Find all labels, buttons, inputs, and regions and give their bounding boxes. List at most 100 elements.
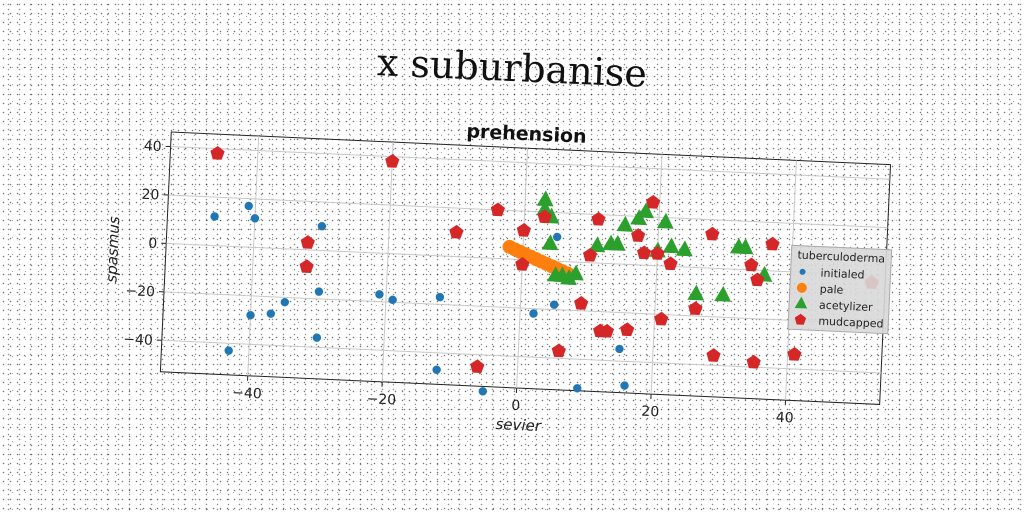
mudcapped-point <box>663 256 678 271</box>
acetylizer-point <box>662 237 680 254</box>
acetylizer-point <box>656 212 674 229</box>
y-tick-label: −40 <box>123 332 153 349</box>
initialed-point <box>246 311 255 320</box>
acetylizer-point <box>637 202 655 219</box>
initialed-point <box>549 300 559 309</box>
mudcapped-point <box>636 245 652 260</box>
initialed-point <box>312 333 322 342</box>
y-gridline <box>163 291 884 326</box>
initialed-point <box>266 309 275 318</box>
chart-title: prehension <box>466 120 587 147</box>
acetylizer-point <box>536 200 554 217</box>
y-gridline <box>170 146 890 180</box>
mudcapped-point <box>210 146 225 160</box>
mudcapped-point <box>765 236 780 251</box>
initialed-point <box>435 292 445 302</box>
mudcapped-point <box>746 354 761 369</box>
initialed-point <box>478 387 488 396</box>
legend-title: tuberculoderma <box>797 249 885 266</box>
mudcapped-point <box>705 226 720 241</box>
acetylizer-point <box>714 285 732 302</box>
x-gridline <box>381 142 394 382</box>
mudcapped-point <box>470 359 485 374</box>
mudcapped-point <box>490 202 506 217</box>
legend-marker-mudcapped <box>794 313 807 325</box>
mudcapped-point <box>551 343 566 358</box>
acetylizer-point <box>616 215 634 232</box>
axis-ticks: −40 −20 0 20 40 −40 −20 0 20 40 <box>123 138 794 427</box>
mudcapped-point <box>706 348 721 362</box>
acetylizer-point <box>560 269 577 286</box>
scatter-chart: prehension −40 −20 0 20 40 −40 −20 0 20 40 sevier… <box>102 120 893 435</box>
mudcapped-point <box>449 224 464 239</box>
mudcapped-point <box>599 323 615 338</box>
initialed-point <box>573 384 582 393</box>
mudcapped-point <box>300 235 315 249</box>
legend-label-initialed: initialed <box>820 267 865 282</box>
initialed-point <box>210 212 219 221</box>
figure-suptitle: x suburbanise <box>376 40 648 96</box>
mudcapped-point <box>688 301 703 315</box>
x-gridline <box>650 154 663 395</box>
mudcapped-point <box>574 296 589 310</box>
initialed-point <box>317 222 327 231</box>
initialed-point <box>432 365 441 374</box>
legend-marker-acetylizer <box>794 296 808 309</box>
y-tick-label: 20 <box>141 187 160 204</box>
mudcapped-point <box>744 257 759 272</box>
mudcapped-point <box>591 211 606 226</box>
mudcapped-point <box>385 153 400 168</box>
legend-marker-pale <box>796 282 807 293</box>
mudcapped-point <box>654 311 669 326</box>
acetylizer-point <box>541 234 559 251</box>
x-axis-label: sevier <box>495 415 542 435</box>
y-axis-label: spasmus <box>102 216 123 283</box>
y-tick-label: −20 <box>125 283 155 300</box>
y-gridline <box>168 194 888 229</box>
mudcapped-point <box>299 259 314 274</box>
initialed-point <box>314 287 324 296</box>
initialed-point <box>250 214 260 223</box>
series-mudcapped <box>210 146 879 374</box>
mudcapped-point <box>516 223 532 237</box>
mudcapped-point <box>620 322 635 337</box>
y-tick-label: 0 <box>148 236 158 252</box>
x-tick-label: 20 <box>641 404 660 421</box>
x-tick-label: 0 <box>511 398 521 414</box>
mudcapped-point <box>537 209 552 224</box>
mudcapped-point <box>787 346 802 361</box>
acetylizer-point <box>536 190 554 207</box>
mudcapped-point <box>750 272 765 287</box>
acetylizer-point <box>736 238 754 255</box>
x-tick-label: −40 <box>232 385 262 402</box>
mudcapped-point <box>515 256 530 271</box>
legend-label-pale: pale <box>820 283 844 297</box>
initialed-point <box>388 295 397 305</box>
x-tick-label: −20 <box>366 391 396 408</box>
series-initialed <box>210 201 629 396</box>
initialed-point <box>375 290 384 299</box>
initialed-point <box>620 381 629 390</box>
mudcapped-point <box>646 194 661 209</box>
initialed-point <box>280 298 289 307</box>
acetylizer-point <box>588 236 606 253</box>
initialed-point <box>244 201 253 211</box>
acetylizer-point <box>567 264 584 281</box>
initialed-point <box>529 309 538 318</box>
acetylizer-point <box>675 240 693 257</box>
legend-label-mudcapped: mudcapped <box>818 315 884 331</box>
initialed-point <box>615 344 624 354</box>
legend-box <box>787 244 893 335</box>
legend-marker-initialed <box>799 268 806 275</box>
acetylizer-point <box>687 284 705 301</box>
initialed-point <box>224 346 233 355</box>
mudcapped-point <box>583 247 598 262</box>
mudcapped-point <box>650 246 665 260</box>
initialed-point <box>552 232 562 242</box>
x-gridline <box>247 135 260 376</box>
legend-label-acetylizer: acetylizer <box>819 299 874 314</box>
y-tick-label: 40 <box>143 138 162 155</box>
x-tick-label: 40 <box>775 410 794 427</box>
mudcapped-point <box>631 228 646 242</box>
